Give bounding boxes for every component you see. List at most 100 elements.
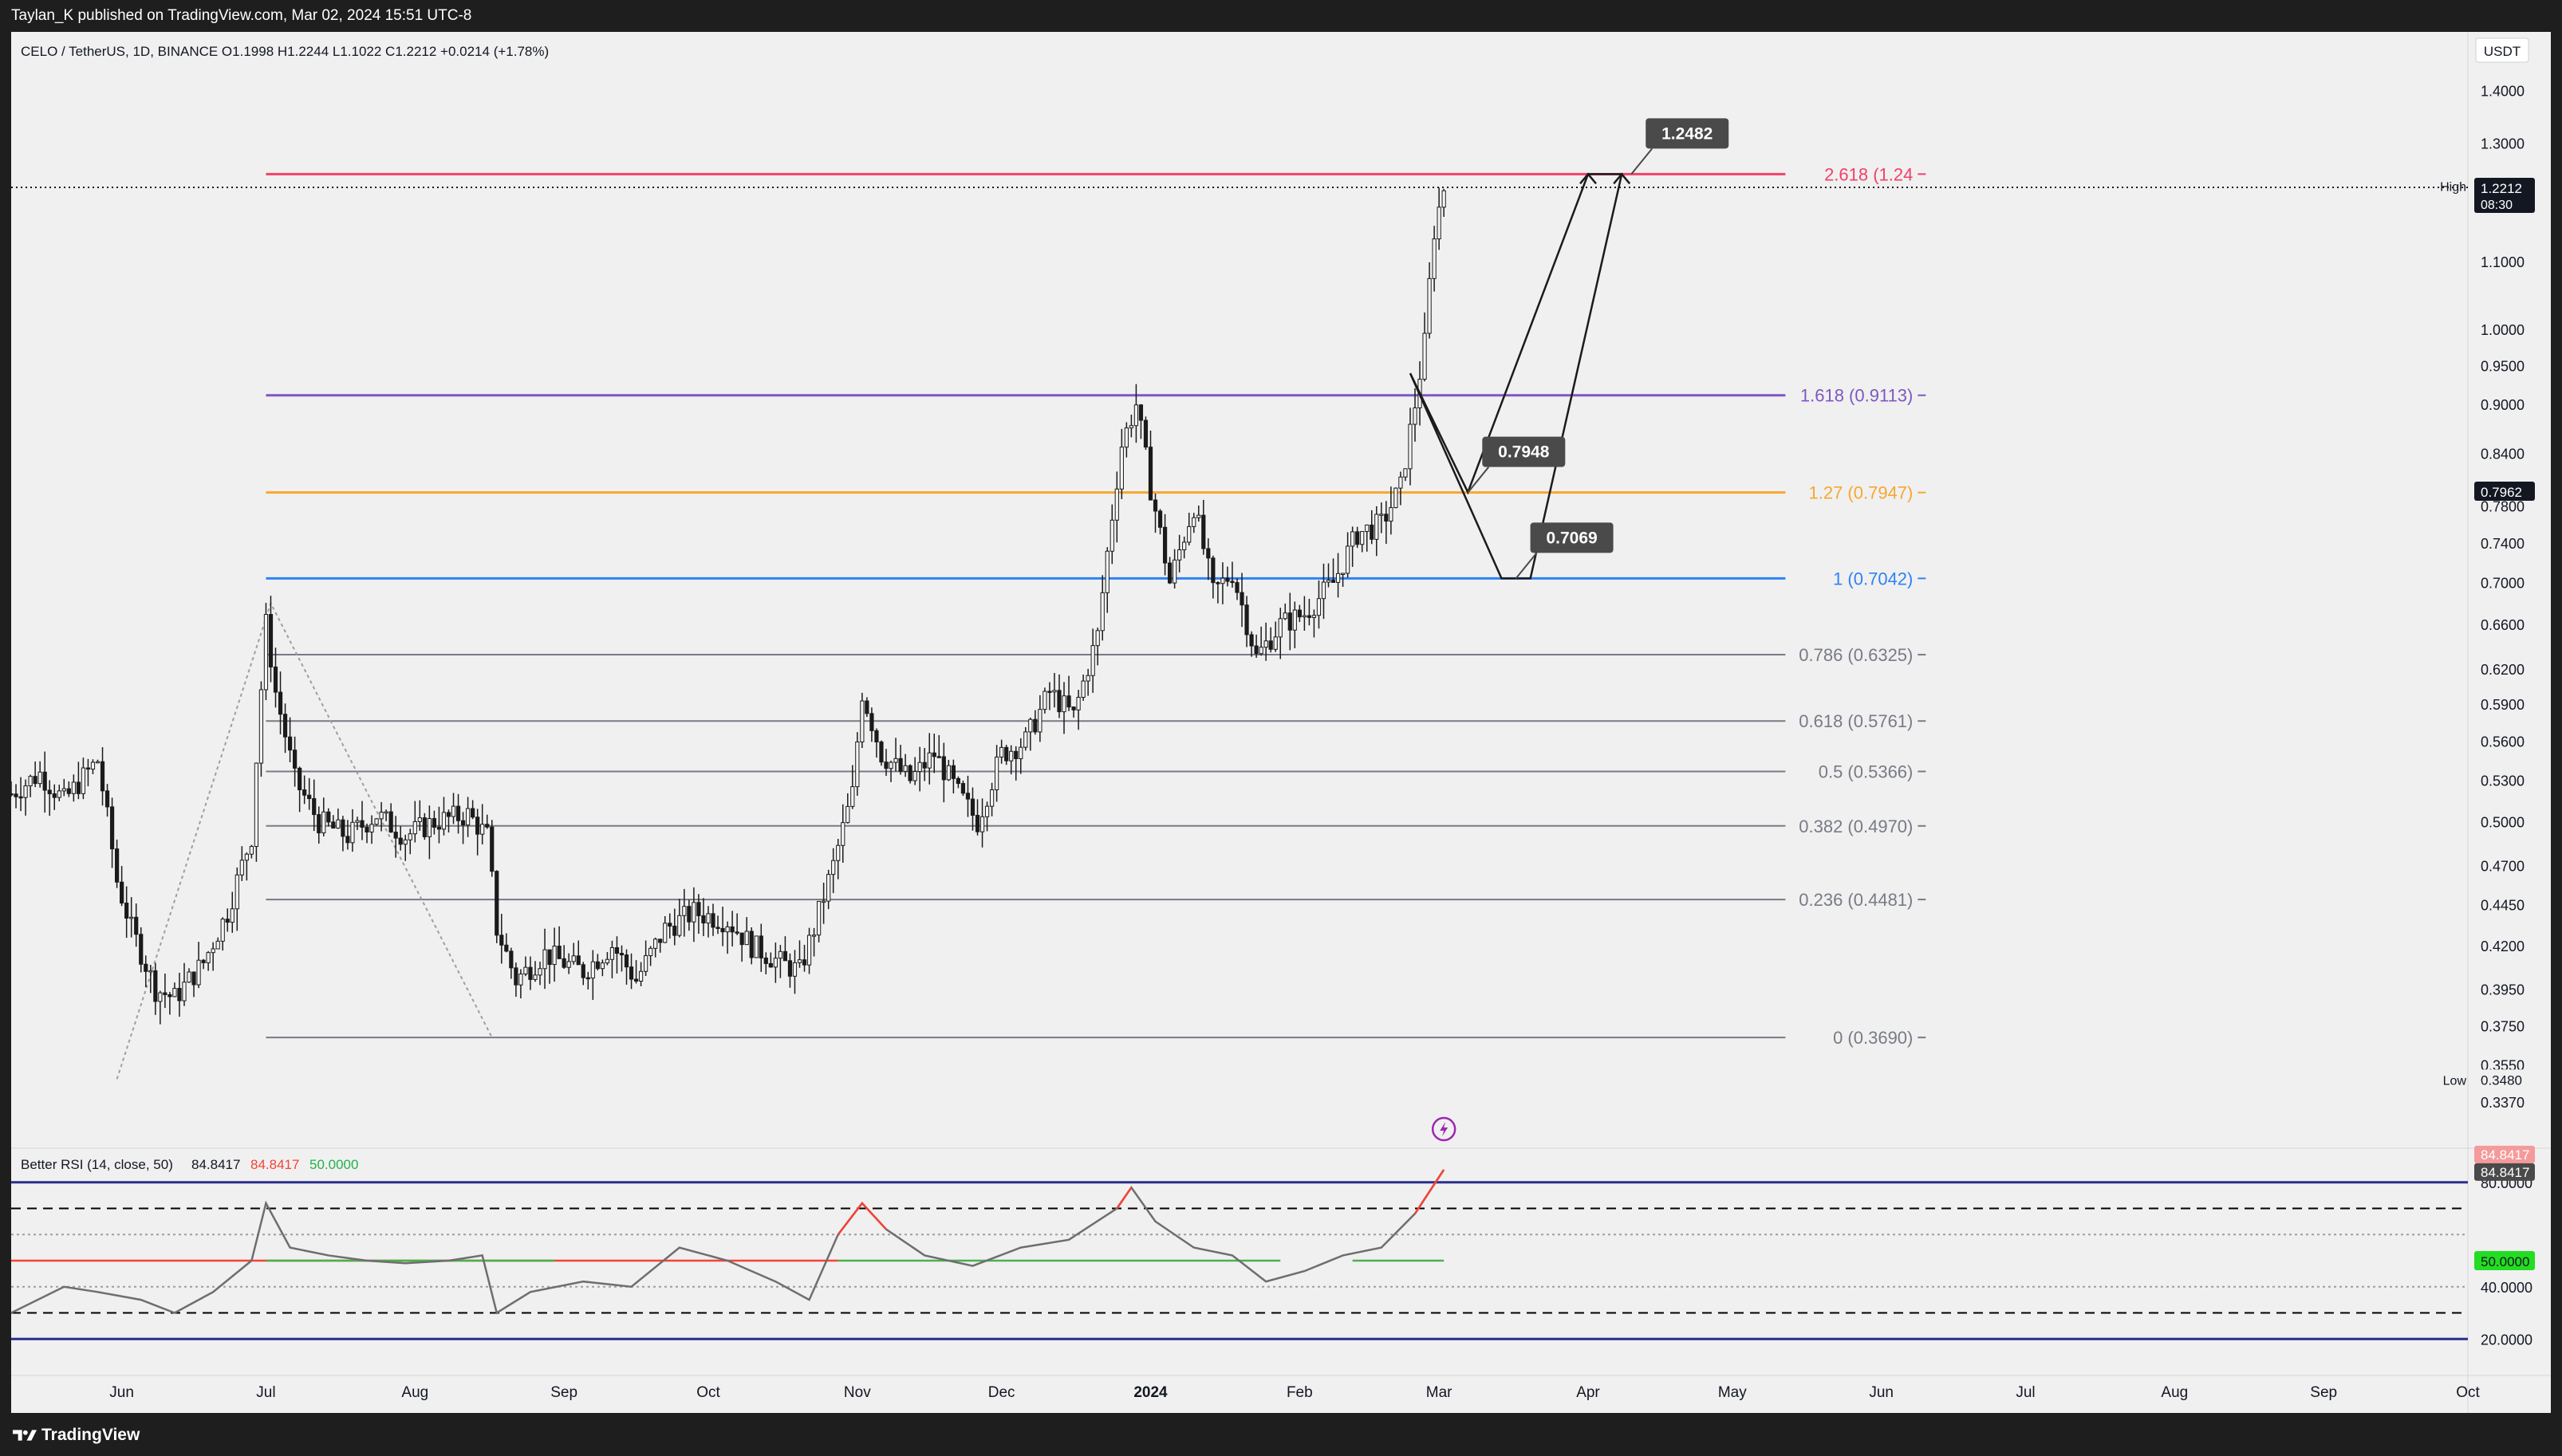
candle-body	[874, 730, 879, 743]
time-axis-label: Aug	[401, 1384, 428, 1401]
rsi-mid-marker-bg	[2474, 1251, 2535, 1270]
candle-body	[951, 765, 956, 779]
candle-body	[1028, 718, 1033, 733]
tradingview-logo-icon[interactable]	[13, 1427, 37, 1443]
time-axis-label: Apr	[1576, 1384, 1600, 1401]
candle-body	[441, 812, 447, 830]
price-tick-label: 0.3750	[2481, 1019, 2525, 1035]
candle-body	[1047, 691, 1052, 693]
price-tick-label: 0.4700	[2481, 859, 2525, 875]
fib-level-label: 1 (0.7042)	[1833, 569, 1913, 588]
price-marker-prefix: High	[2440, 181, 2466, 195]
candle-body	[28, 776, 33, 787]
candle-body	[984, 805, 990, 817]
candle-body	[1287, 612, 1292, 631]
candle-body	[1182, 541, 1187, 551]
candle-body	[471, 808, 475, 818]
candle-body	[379, 812, 384, 820]
candle-body	[14, 793, 18, 797]
candle-body	[1206, 548, 1211, 559]
candle-body	[989, 789, 995, 807]
time-axis-label: Oct	[2456, 1384, 2480, 1401]
tradingview-brand[interactable]: TradingView	[41, 1426, 140, 1444]
candle-body	[11, 793, 14, 796]
candle-body	[1038, 709, 1043, 733]
price-tick-label: 0.4450	[2481, 897, 2525, 913]
candle-body	[836, 844, 841, 861]
candle-body	[302, 789, 307, 796]
candle-body	[711, 913, 715, 928]
price-tick-label: 0.7400	[2481, 536, 2525, 552]
candle-body	[278, 691, 283, 715]
price-tick-label: 1.4000	[2481, 83, 2525, 99]
candle-body	[81, 767, 86, 794]
candle-body	[1302, 615, 1307, 618]
price-tick-label: 0.5900	[2481, 697, 2525, 713]
chart-svg[interactable]: 2.618 (1.24 1.618 (0.9113) 1.27 (0.7947) 1 …	[11, 32, 2551, 1413]
rsi-mid-value: 50.0000	[309, 1157, 358, 1172]
time-axis-label: Sep	[2310, 1384, 2337, 1401]
rsi-marker-label: 84.8417	[2481, 1165, 2529, 1180]
candle-body	[1297, 609, 1302, 618]
candle-body	[533, 974, 538, 980]
candle-body	[153, 970, 158, 1002]
candle-body	[845, 805, 850, 824]
price-marker-bg	[2474, 177, 2535, 213]
time-axis-label: Jul	[2016, 1384, 2035, 1401]
candle-body	[1201, 514, 1206, 549]
candle-body	[787, 960, 793, 977]
symbol-info: CELO / TetherUS, 1D, BINANCE O1.1998 H1.…	[21, 44, 549, 59]
candle-body	[417, 817, 422, 822]
candle-body	[1273, 636, 1278, 650]
publication-text: Taylan_K published on TradingView.com, M…	[11, 7, 472, 24]
rsi-marker-bg	[2474, 1163, 2535, 1181]
candle-body	[134, 916, 139, 935]
candle-body	[759, 935, 763, 958]
candle-body	[187, 971, 191, 983]
candle-body	[778, 950, 782, 959]
candle-body	[889, 761, 893, 769]
candle-body	[1138, 404, 1144, 421]
candle-body	[124, 903, 129, 919]
chart-area[interactable]: 2.618 (1.24 1.618 (0.9113) 1.27 (0.7947) 1 …	[11, 32, 2551, 1413]
candle-body	[965, 793, 971, 800]
candle-body	[360, 820, 365, 828]
callout-box	[1482, 436, 1566, 467]
candle-body	[1187, 525, 1192, 543]
candle-body	[768, 962, 773, 968]
candle-body	[1220, 577, 1225, 584]
candle-body	[773, 958, 778, 968]
candle-body	[268, 614, 274, 667]
candle-body	[960, 783, 966, 794]
candle-body	[826, 874, 831, 902]
candle-body	[663, 923, 668, 943]
candle-body	[995, 756, 999, 790]
candle-body	[523, 966, 528, 975]
candle-body	[1057, 690, 1062, 713]
candle-body	[1143, 419, 1149, 448]
rsi-title: Better RSI (14, close, 50)	[21, 1157, 173, 1172]
candle-body	[638, 970, 644, 982]
fib-level-label: 0 (0.3690)	[1833, 1028, 1913, 1048]
candle-body	[725, 926, 730, 933]
candle-body	[273, 666, 278, 693]
candle-body	[374, 818, 379, 825]
time-axis-label: Feb	[1287, 1384, 1313, 1401]
candle-body	[369, 824, 374, 832]
candle-body	[1052, 690, 1057, 693]
candle-body	[557, 946, 562, 959]
candle-body	[350, 821, 355, 844]
candle-body	[393, 832, 398, 839]
price-tick-label: 1.3000	[2481, 136, 2525, 152]
candle-body	[1441, 190, 1446, 208]
candle-body	[172, 988, 177, 998]
candle-body	[648, 947, 653, 957]
candle-body	[562, 958, 566, 968]
candle-body	[465, 808, 471, 826]
candle-body	[1095, 630, 1100, 647]
rsi-value: 84.8417	[191, 1157, 240, 1172]
candle-body	[455, 805, 461, 821]
candle-body	[37, 771, 42, 785]
candle-body	[841, 822, 845, 846]
candle-body	[384, 811, 388, 814]
